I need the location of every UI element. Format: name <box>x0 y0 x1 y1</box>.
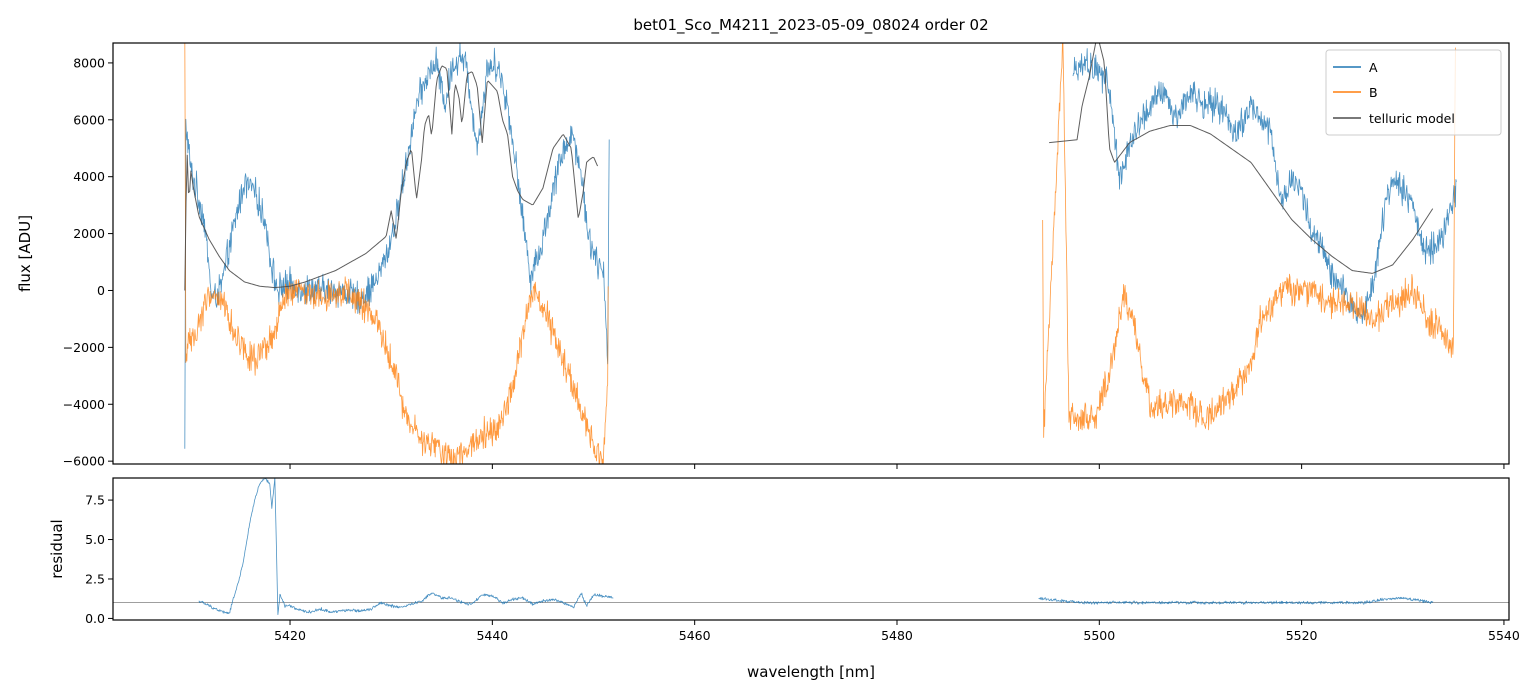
residual-series-layer <box>113 478 1509 616</box>
residual-axes-frame <box>112 477 1510 621</box>
flux-y-tick-label: 6000 <box>73 112 105 127</box>
residual-series-residual <box>198 478 1434 616</box>
legend: A B telluric model <box>1325 49 1502 136</box>
flux-series-telluric-model <box>184 43 1434 291</box>
flux-y-tick-label: 0 <box>97 283 105 298</box>
residual-y-tick-label: 5.0 <box>85 532 105 547</box>
x-tick-label: 5540 <box>1488 628 1520 643</box>
residual-y-axis-label: residual <box>48 519 66 578</box>
residual-y-tick-label: 2.5 <box>85 571 105 586</box>
legend-box <box>1325 49 1502 136</box>
residual-y-tick-label: 0.0 <box>85 611 105 626</box>
residual-x-axis: 5420 5440 5460 5480 5500 5520 5540 <box>274 620 1520 643</box>
x-tick-label: 5440 <box>476 628 508 643</box>
flux-y-tick-label: 2000 <box>73 226 105 241</box>
legend-label-telluric: telluric model <box>1369 111 1455 126</box>
flux-y-tick-label: 8000 <box>73 55 105 70</box>
flux-y-axis-label: flux [ADU] <box>16 215 34 292</box>
residual-y-tick-label: 7.5 <box>85 493 105 508</box>
flux-y-tick-label: −6000 <box>63 454 105 469</box>
x-tick-label: 5480 <box>881 628 913 643</box>
flux-y-axis: −6000 −4000 −2000 0 2000 4000 6000 8000 <box>63 55 113 469</box>
x-axis-label: wavelength [nm] <box>747 663 875 681</box>
residual-panel: 0.0 2.5 5.0 7.5 5420 5440 5460 5480 5500 5520 554… <box>48 477 1520 681</box>
x-tick-label: 5500 <box>1083 628 1115 643</box>
chart-title: bet01_Sco_M4211_2023-05-09_08024 order 0… <box>633 16 988 35</box>
legend-label-a: A <box>1369 60 1378 75</box>
x-tick-label: 5460 <box>679 628 711 643</box>
flux-y-tick-label: −2000 <box>63 340 105 355</box>
residual-y-axis: 0.0 2.5 5.0 7.5 <box>85 493 113 626</box>
flux-y-tick-label: 4000 <box>73 169 105 184</box>
flux-series-a <box>184 43 1457 449</box>
flux-panel: −6000 −4000 −2000 0 2000 4000 6000 8000 flux [A… <box>16 42 1510 469</box>
flux-axes-frame <box>112 42 1510 465</box>
flux-y-tick-label: −4000 <box>63 397 105 412</box>
legend-label-b: B <box>1369 85 1378 100</box>
flux-series-b <box>184 43 1456 464</box>
x-tick-label: 5520 <box>1286 628 1318 643</box>
x-tick-label: 5420 <box>274 628 306 643</box>
flux-series-layer <box>184 43 1457 464</box>
flux-x-axis <box>289 464 1505 469</box>
